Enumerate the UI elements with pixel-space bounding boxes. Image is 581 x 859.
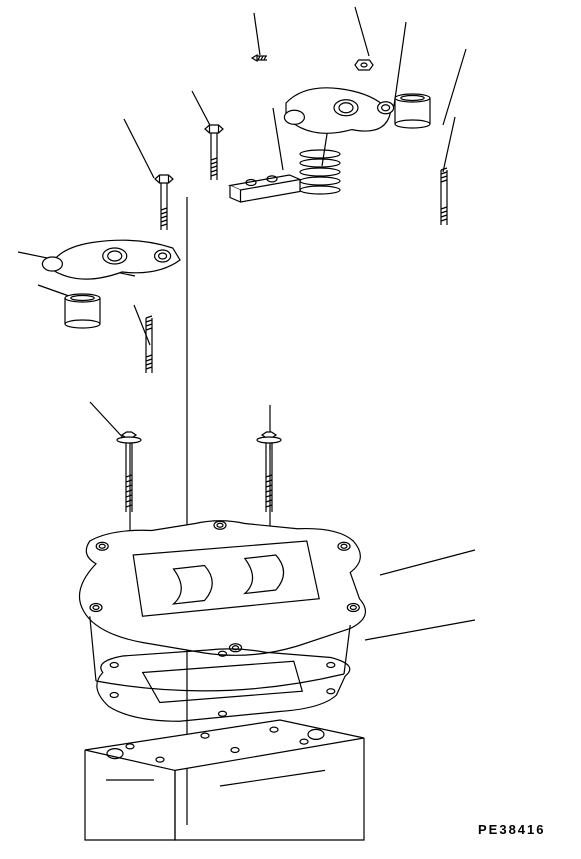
diagram-svg [0, 0, 581, 859]
drawing-id-label: PE38416 [478, 822, 546, 837]
exploded-diagram: PE38416 [0, 0, 581, 859]
